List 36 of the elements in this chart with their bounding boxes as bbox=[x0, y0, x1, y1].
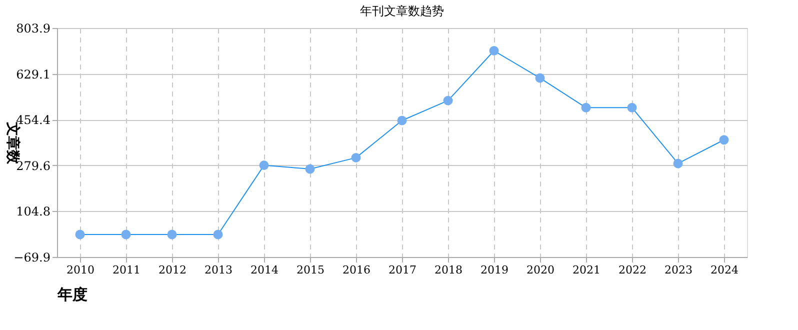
point bbox=[489, 46, 499, 56]
x-tick-label: 2010 bbox=[66, 264, 94, 276]
x-tick-label: 2018 bbox=[434, 264, 462, 276]
x-tick-label: 2012 bbox=[158, 264, 186, 276]
x-tick-label: 2019 bbox=[480, 264, 508, 276]
y-tick-label: 629.1 bbox=[16, 67, 50, 82]
point bbox=[305, 164, 315, 174]
x-tick-label: 2011 bbox=[112, 264, 140, 276]
x-tick-label: 2023 bbox=[664, 264, 692, 276]
point bbox=[673, 158, 683, 168]
x-tick-label: 2013 bbox=[204, 264, 232, 276]
x-tick-label: 2017 bbox=[388, 264, 416, 276]
point bbox=[443, 96, 453, 106]
x-axis-title: 年度 bbox=[56, 286, 88, 304]
x-tick-label: 2020 bbox=[526, 264, 554, 276]
x-tick-label: 2022 bbox=[618, 264, 646, 276]
x-tick-label: 2016 bbox=[342, 264, 370, 276]
point bbox=[535, 73, 545, 83]
point bbox=[213, 230, 223, 240]
point bbox=[627, 102, 637, 112]
x-tick-label: 2024 bbox=[710, 264, 738, 276]
point bbox=[397, 116, 407, 126]
point bbox=[719, 135, 729, 145]
point bbox=[259, 160, 269, 170]
point bbox=[351, 152, 361, 162]
y-tick-label: 803.9 bbox=[16, 22, 50, 36]
point bbox=[121, 230, 131, 240]
point bbox=[167, 230, 177, 240]
x-tick-label: 2015 bbox=[296, 264, 324, 276]
y-tick-label: −69.9 bbox=[14, 250, 50, 264]
chart-title: 年刊文章数趋势 bbox=[360, 4, 444, 18]
x-tick-label: 2021 bbox=[572, 264, 600, 276]
point bbox=[581, 102, 591, 112]
x-tick-label: 2014 bbox=[250, 264, 278, 276]
point bbox=[75, 230, 85, 240]
y-tick-label: 104.8 bbox=[16, 204, 50, 219]
